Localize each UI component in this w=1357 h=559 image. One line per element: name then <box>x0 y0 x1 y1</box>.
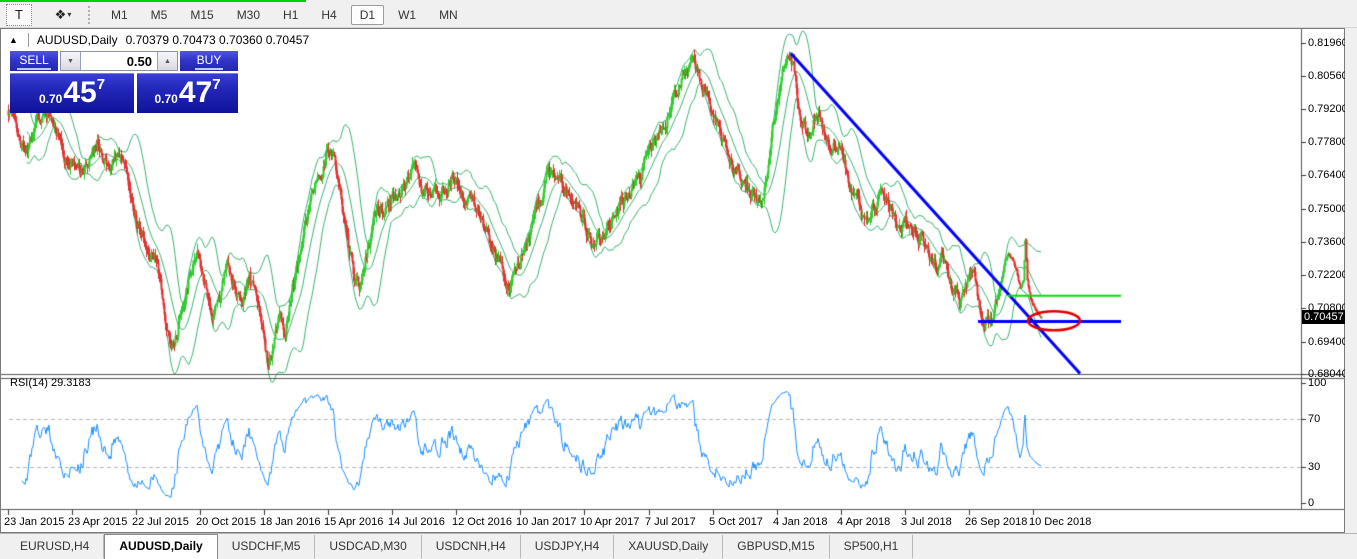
buy-price-pipette: 7 <box>212 76 221 93</box>
tab-usdjpy-h4[interactable]: USDJPY,H4 <box>521 535 615 558</box>
buy-price-big-digits: 47 <box>178 76 213 109</box>
main-toolbar: T ❖ ▾ M1 M5 M15 M30 H1 H4 D1 W1 MN <box>0 2 1357 28</box>
one-click-trade-panel: SELL ▼ ▲ BUY 0.70 45 7 0.70 47 7 <box>10 51 238 113</box>
sell-price-pipette: 7 <box>96 76 106 93</box>
trade-panel-toggle-icon[interactable]: ▲ <box>9 35 18 45</box>
text-tool-button[interactable]: T <box>6 3 32 26</box>
volume-stepper: ▼ ▲ <box>60 51 178 71</box>
date-axis-label: 22 Jul 2015 <box>132 516 189 528</box>
date-axis-label: 10 Dec 2018 <box>1029 516 1092 528</box>
chevron-down-icon[interactable]: ▾ <box>67 10 72 19</box>
rsi-indicator-label: RSI(14) 29.3183 <box>10 377 91 389</box>
current-price-tag: 0.70457 <box>1302 309 1346 324</box>
price-axis-label: 0.72200 <box>1308 269 1348 282</box>
tab-usdcad-m30[interactable]: USDCAD,M30 <box>315 535 422 558</box>
date-axis-label: 15 Apr 2016 <box>324 516 384 528</box>
window-frame-right <box>1345 28 1357 533</box>
volume-decrease-button[interactable]: ▼ <box>61 52 80 70</box>
price-axis-label: 0.68040 <box>1308 368 1348 380</box>
date-axis-label: 10 Apr 2017 <box>580 516 640 528</box>
timeframe-button-h4[interactable]: H4 <box>321 7 337 22</box>
timeframe-button-mn[interactable]: MN <box>439 7 458 22</box>
buy-button-label: BUY <box>194 53 224 70</box>
date-axis-label: 4 Jan 2018 <box>773 516 828 528</box>
timeframe-button-m30[interactable]: M30 <box>236 7 261 22</box>
price-axis-label: 0.69400 <box>1308 335 1348 348</box>
rsi-axis-label: 30 <box>1308 461 1321 473</box>
date-axis-label: 4 Apr 2018 <box>837 516 891 528</box>
date-axis-label: 12 Oct 2016 <box>452 516 512 528</box>
timeframe-button-m5[interactable]: M5 <box>150 7 168 22</box>
chart-window: ▲ AUDUSD,Daily 0.70379 0.70473 0.70360 0… <box>0 28 1348 533</box>
date-axis-label: 18 Jan 2016 <box>260 516 321 528</box>
rsi-axis-label: 100 <box>1308 377 1327 389</box>
timeframe-button-d1[interactable]: D1 <box>350 4 385 25</box>
toolbar-grip[interactable] <box>88 5 90 24</box>
price-axis-label: 0.80560 <box>1308 70 1348 83</box>
top-green-strip <box>0 0 306 2</box>
volume-increase-button[interactable]: ▲ <box>158 52 177 70</box>
sell-price-prefix: 0.70 <box>38 92 63 106</box>
sell-button-label: SELL <box>17 53 51 70</box>
date-axis-label: 26 Sep 2018 <box>965 516 1028 528</box>
date-axis-label: 23 Apr 2015 <box>68 516 128 528</box>
date-axis-label: 5 Oct 2017 <box>709 516 763 528</box>
price-axis-label: 0.75000 <box>1308 202 1348 215</box>
tab-gbpusd-m15[interactable]: GBPUSD,M15 <box>723 535 830 558</box>
rsi-axis-label: 0 <box>1308 497 1315 509</box>
arrows-tool-button[interactable]: ❖ ▾ <box>52 5 74 25</box>
volume-input[interactable] <box>81 52 157 70</box>
price-axis-label: 0.79200 <box>1308 102 1348 115</box>
date-axis-label: 3 Jul 2018 <box>901 516 952 528</box>
buy-button[interactable]: BUY <box>180 51 238 71</box>
date-axis-label: 7 Jul 2017 <box>645 516 696 528</box>
date-axis-label: 23 Jan 2015 <box>4 516 65 528</box>
arrows-tool-icon: ❖ <box>54 6 67 22</box>
chart-ohlc-values: 0.70379 0.70473 0.70360 0.70457 <box>125 33 310 47</box>
timeframe-button-w1[interactable]: W1 <box>398 7 417 22</box>
date-axis-label: 10 Jan 2017 <box>516 516 577 528</box>
rsi-axis-label: 70 <box>1308 413 1321 425</box>
date-axis-label: 14 Jul 2016 <box>388 516 445 528</box>
buy-price-button[interactable]: 0.70 47 7 <box>137 73 238 113</box>
price-axis-label: 0.77800 <box>1308 135 1348 148</box>
tab-eurusd-h4[interactable]: EURUSD,H4 <box>6 535 105 558</box>
price-axis-label: 0.73600 <box>1308 235 1348 248</box>
sell-button[interactable]: SELL <box>10 51 58 71</box>
price-axis-label: 0.81960 <box>1308 37 1348 49</box>
sell-price-big-digits: 45 <box>63 76 97 109</box>
timeframe-button-m1[interactable]: M1 <box>111 7 128 22</box>
chart-symbol-label: AUDUSD,Daily <box>36 33 118 47</box>
buy-price-prefix: 0.70 <box>154 92 178 106</box>
tab-xauusd-daily[interactable]: XAUUSD,Daily <box>614 535 724 558</box>
timeframe-button-group: M1 M5 M15 M30 H1 H4 D1 W1 MN <box>102 4 467 25</box>
date-axis-label: 20 Oct 2015 <box>196 516 256 528</box>
tab-usdcnh-h4[interactable]: USDCNH,H4 <box>422 535 521 558</box>
tab-sp500-h1[interactable]: SP500,H1 <box>830 535 914 558</box>
header-divider <box>27 33 29 47</box>
chart-title-bar: ▲ AUDUSD,Daily 0.70379 0.70473 0.70360 0… <box>9 33 309 47</box>
timeframe-button-m15[interactable]: M15 <box>190 7 214 22</box>
tab-usdchf-m5[interactable]: USDCHF,M5 <box>218 535 316 558</box>
timeframe-button-h1[interactable]: H1 <box>283 7 299 22</box>
tab-audusd-daily[interactable]: AUDUSD,Daily <box>104 534 218 559</box>
chart-tab-bar: EURUSD,H4 AUDUSD,Daily USDCHF,M5 USDCAD,M30… <box>0 533 1357 559</box>
sell-price-button[interactable]: 0.70 45 7 <box>10 73 134 113</box>
price-axis-label: 0.76400 <box>1308 169 1348 182</box>
